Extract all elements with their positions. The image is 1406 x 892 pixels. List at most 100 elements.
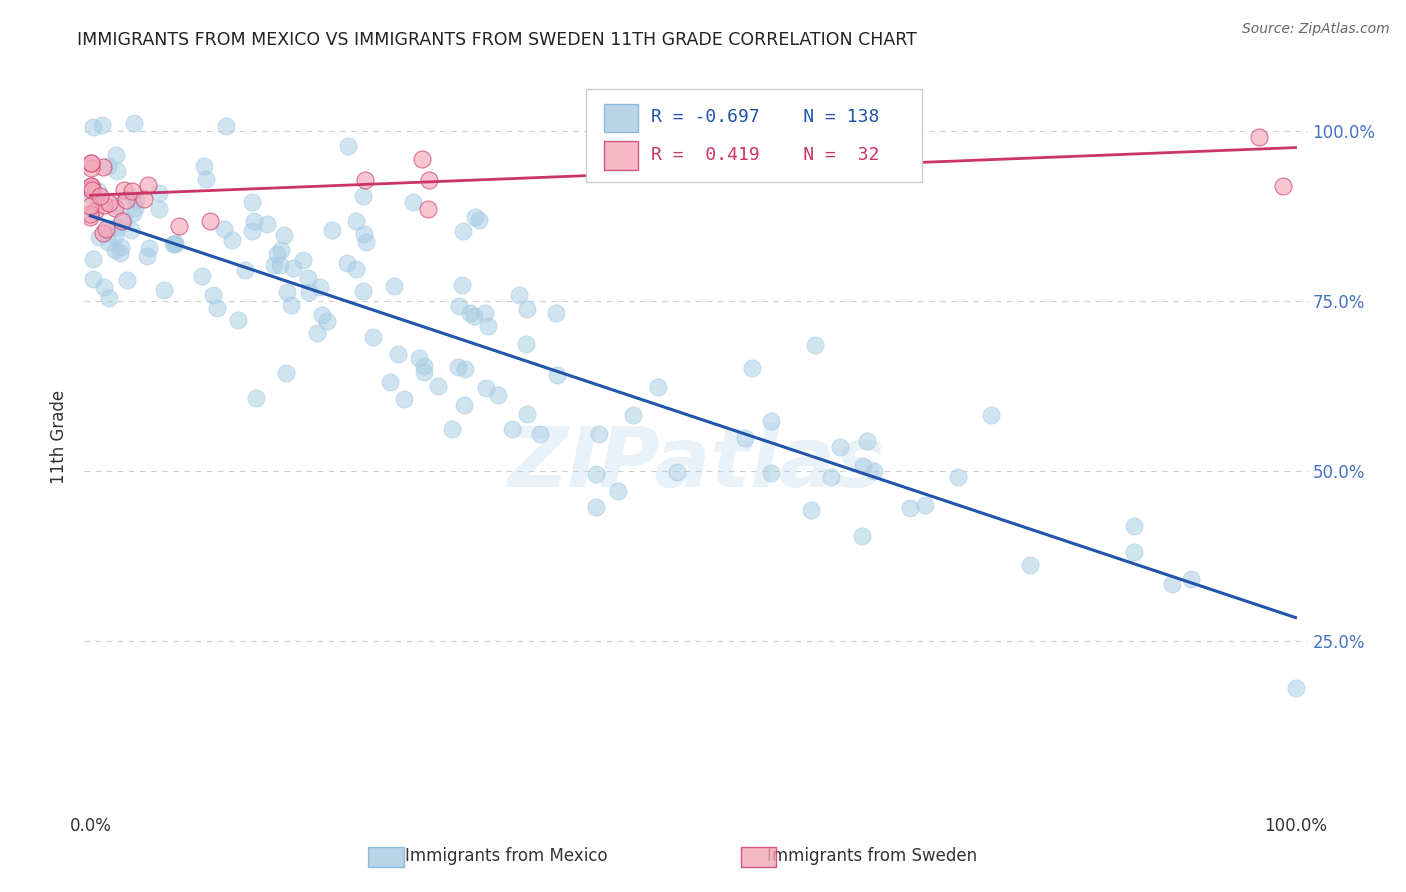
FancyBboxPatch shape <box>586 88 922 182</box>
Point <box>411 152 433 166</box>
Point <box>89 229 111 244</box>
Point <box>291 253 314 268</box>
Point <box>198 213 221 227</box>
Text: R = -0.697    N = 138: R = -0.697 N = 138 <box>651 108 879 126</box>
Point <box>353 227 375 241</box>
Point <box>463 309 485 323</box>
Point <box>79 210 101 224</box>
Point <box>122 116 145 130</box>
Point <box>112 183 135 197</box>
Point <box>1019 558 1042 572</box>
Point <box>820 470 842 484</box>
Text: Immigrants from Sweden: Immigrants from Sweden <box>766 847 977 865</box>
Point <box>167 219 190 233</box>
Point <box>276 285 298 300</box>
Point <box>1284 681 1306 695</box>
Point <box>361 330 384 344</box>
Point <box>112 213 135 227</box>
Point <box>307 326 329 340</box>
Point <box>205 301 228 315</box>
Point <box>336 256 359 270</box>
Point <box>1161 577 1184 591</box>
Point <box>621 408 644 422</box>
Point <box>501 422 523 436</box>
Point <box>344 261 367 276</box>
Point <box>851 529 873 543</box>
Point <box>344 213 367 227</box>
Point <box>105 148 128 162</box>
Point <box>273 227 295 242</box>
Point <box>380 375 402 389</box>
Point <box>105 219 128 234</box>
Point <box>387 347 409 361</box>
Point <box>91 118 114 132</box>
Point <box>138 241 160 255</box>
Point <box>79 199 101 213</box>
Point <box>1180 572 1202 586</box>
Point <box>546 368 568 382</box>
Point <box>79 207 101 221</box>
Point <box>194 171 217 186</box>
Point <box>124 201 146 215</box>
Point <box>269 258 291 272</box>
Point <box>1122 545 1144 559</box>
Point <box>946 469 969 483</box>
Point <box>529 426 551 441</box>
Point <box>647 380 669 394</box>
Point <box>121 185 143 199</box>
Point <box>855 434 877 448</box>
Point <box>447 359 470 374</box>
Point <box>440 422 463 436</box>
Point <box>82 120 104 134</box>
Y-axis label: 11th Grade: 11th Grade <box>51 390 69 484</box>
Point <box>163 236 186 251</box>
Point <box>477 318 499 333</box>
Point <box>111 214 134 228</box>
Point <box>233 262 256 277</box>
Point <box>98 291 121 305</box>
Point <box>416 202 439 216</box>
Point <box>665 466 688 480</box>
Point <box>508 288 530 302</box>
Point <box>392 392 415 407</box>
Point <box>79 178 101 193</box>
FancyBboxPatch shape <box>605 141 638 169</box>
Point <box>212 222 235 236</box>
Point <box>135 249 157 263</box>
Point <box>104 198 127 212</box>
Point <box>110 240 132 254</box>
Point <box>852 459 875 474</box>
Point <box>759 466 782 480</box>
Point <box>108 246 131 260</box>
Point <box>447 299 470 313</box>
Point <box>80 182 103 196</box>
Point <box>516 407 538 421</box>
Point <box>89 189 111 203</box>
Point <box>321 223 343 237</box>
Point <box>454 362 477 376</box>
Point <box>1272 179 1295 194</box>
Point <box>83 204 105 219</box>
Point <box>408 351 430 365</box>
Point <box>105 164 128 178</box>
Point <box>266 247 288 261</box>
Point <box>93 198 115 212</box>
Point <box>134 192 156 206</box>
FancyBboxPatch shape <box>605 103 638 132</box>
Point <box>148 186 170 201</box>
Text: ZIPatlas: ZIPatlas <box>508 423 884 504</box>
Point <box>270 244 292 258</box>
Point <box>413 365 436 379</box>
Point <box>98 196 121 211</box>
Point <box>104 202 127 216</box>
Point <box>80 178 103 193</box>
Point <box>546 306 568 320</box>
Point <box>280 298 302 312</box>
Point <box>297 285 319 300</box>
Point <box>607 484 630 499</box>
Point <box>1249 130 1271 145</box>
Point <box>426 379 449 393</box>
Point <box>1123 519 1146 533</box>
Point <box>585 500 607 514</box>
Point <box>337 139 360 153</box>
